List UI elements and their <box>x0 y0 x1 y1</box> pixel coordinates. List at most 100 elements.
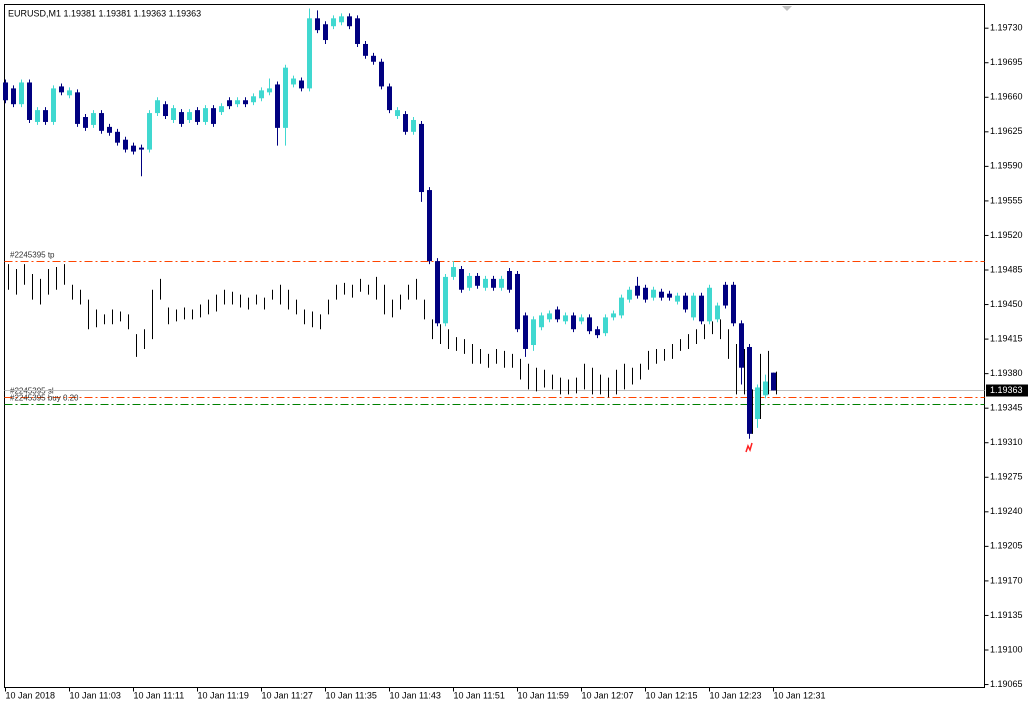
candle-body <box>299 80 304 89</box>
candle-body <box>627 289 632 300</box>
y-tick-label: 1.19590 <box>990 161 1023 171</box>
candle-body <box>3 82 8 101</box>
candle-body <box>451 267 456 277</box>
candle-body <box>171 108 176 120</box>
trade-level-label: #2245395 buy 0.20 <box>10 394 79 403</box>
candle-body <box>83 117 88 128</box>
candle-body <box>475 275 480 286</box>
candle-body <box>723 284 728 306</box>
candle-body <box>515 273 520 330</box>
candle-body <box>571 315 576 330</box>
candle-body <box>227 100 232 107</box>
candle-body <box>411 119 416 132</box>
candle-body <box>619 297 624 316</box>
candle-body <box>235 100 240 105</box>
candle-body <box>275 84 280 128</box>
candle-body <box>203 108 208 122</box>
x-tick-label: 10 Jan 11:59 <box>518 690 569 700</box>
candle-body <box>523 315 528 349</box>
y-tick-label: 1.19135 <box>990 610 1023 620</box>
candle-body <box>635 285 640 296</box>
candle-body <box>27 82 32 120</box>
candle-body <box>51 88 56 122</box>
y-tick-label: 1.19380 <box>990 368 1023 378</box>
candle-body <box>643 287 648 300</box>
candle-body <box>355 18 360 44</box>
candle-body <box>315 18 320 31</box>
x-tick-label: 10 Jan 12:15 <box>646 690 698 700</box>
candle-body <box>155 100 160 114</box>
candle-body <box>435 261 440 324</box>
candle-body <box>459 269 464 290</box>
candle-body <box>675 295 680 302</box>
chart-shift-marker <box>782 6 792 11</box>
candle-body <box>691 295 696 318</box>
x-tick-label: 10 Jan 11:43 <box>390 690 441 700</box>
candle-body <box>755 387 760 420</box>
candle-body <box>507 270 512 290</box>
candle-body <box>603 317 608 334</box>
candle-body <box>323 24 328 41</box>
candle-body <box>763 381 768 396</box>
candle-body <box>19 82 24 105</box>
x-tick-label: 10 Jan 12:23 <box>710 690 762 700</box>
candle-body <box>195 110 200 122</box>
x-tick-label: 10 Jan 11:03 <box>70 690 121 700</box>
candle-body <box>563 315 568 322</box>
candle-body <box>43 110 48 122</box>
x-tick-label: 10 Jan 2018 <box>6 690 56 700</box>
candle-body <box>219 106 224 113</box>
candle-body <box>659 291 664 298</box>
y-tick-label: 1.19345 <box>990 403 1023 413</box>
y-tick-label: 1.19065 <box>990 679 1023 689</box>
candle-body <box>307 18 312 89</box>
candle-body <box>731 284 736 324</box>
candle-body <box>739 323 744 368</box>
candle-body <box>283 67 288 128</box>
candle-body <box>699 295 704 322</box>
candle-body <box>491 278 496 288</box>
candle-body <box>291 78 296 85</box>
y-tick-label: 1.19100 <box>990 644 1023 654</box>
candle-body <box>771 372 776 391</box>
candle-body <box>363 43 368 56</box>
bid-label-box <box>986 384 1028 397</box>
candle-body <box>403 114 408 132</box>
y-tick-label: 1.19625 <box>990 126 1023 136</box>
candle-body <box>67 90 72 96</box>
candle-body <box>715 305 720 320</box>
x-tick-label: 10 Jan 12:07 <box>582 690 634 700</box>
candle-body <box>347 16 352 27</box>
candle-body <box>707 287 712 322</box>
plot-frame <box>4 4 985 688</box>
x-tick-label: 10 Jan 11:51 <box>454 690 505 700</box>
y-tick-label: 1.19170 <box>990 575 1023 585</box>
candle-body <box>395 110 400 117</box>
candle-body <box>547 313 552 320</box>
y-tick-label: 1.19730 <box>990 23 1023 33</box>
chart-title: EURUSD,M1 1.19381 1.19381 1.19363 1.1936… <box>8 8 201 18</box>
x-tick-label: 10 Jan 11:35 <box>326 690 377 700</box>
candle-body <box>371 55 376 62</box>
candle-body <box>259 90 264 99</box>
candle-body <box>427 190 432 262</box>
candle-body <box>467 275 472 288</box>
y-tick-label: 1.19520 <box>990 230 1023 240</box>
y-tick-label: 1.19310 <box>990 437 1023 447</box>
candle-body <box>163 104 168 117</box>
candle-body <box>595 329 600 336</box>
candle-body <box>267 88 272 93</box>
x-tick-label: 10 Jan 12:31 <box>774 690 826 700</box>
candle-body <box>443 276 448 324</box>
y-tick-label: 1.19485 <box>990 264 1023 274</box>
candle-body <box>147 113 152 150</box>
candle-body <box>539 315 544 328</box>
trade-arrow <box>745 442 753 453</box>
candle-body <box>107 126 112 133</box>
candle-body <box>555 309 560 320</box>
x-tick-label: 10 Jan 11:11 <box>134 690 185 700</box>
candle-body <box>339 16 344 23</box>
y-tick-label: 1.19555 <box>990 195 1023 205</box>
